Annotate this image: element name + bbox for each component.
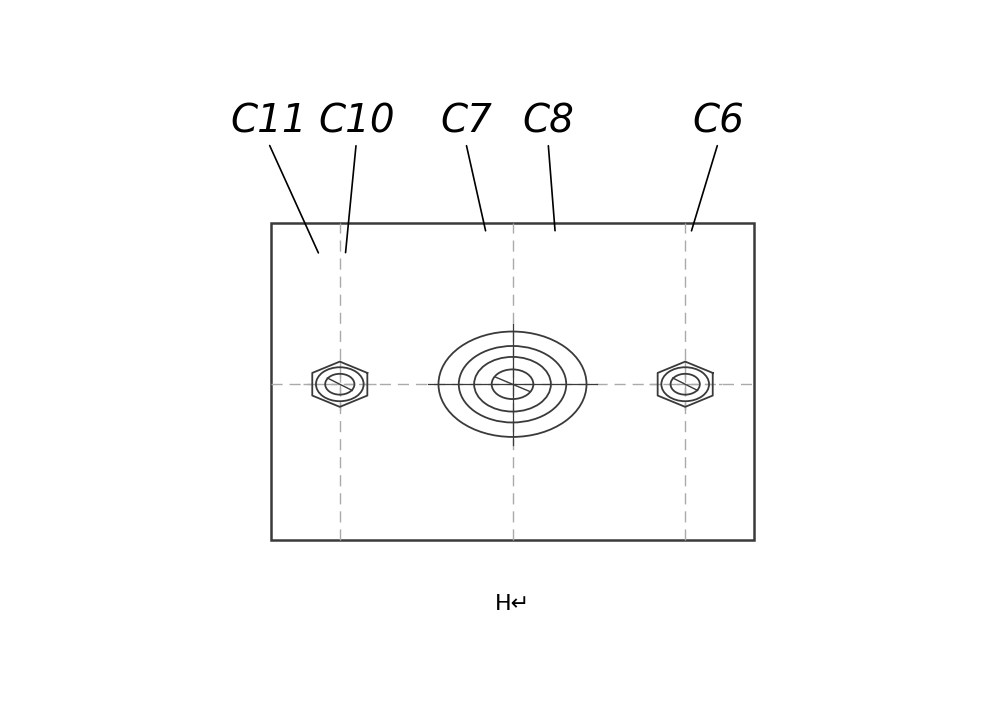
Text: C10: C10 <box>318 102 395 140</box>
Text: C6: C6 <box>692 102 744 140</box>
Text: C8: C8 <box>522 102 574 140</box>
Bar <box>271 222 754 540</box>
Text: H↵: H↵ <box>495 594 530 614</box>
Text: C11: C11 <box>230 102 307 140</box>
Text: C7: C7 <box>440 102 492 140</box>
